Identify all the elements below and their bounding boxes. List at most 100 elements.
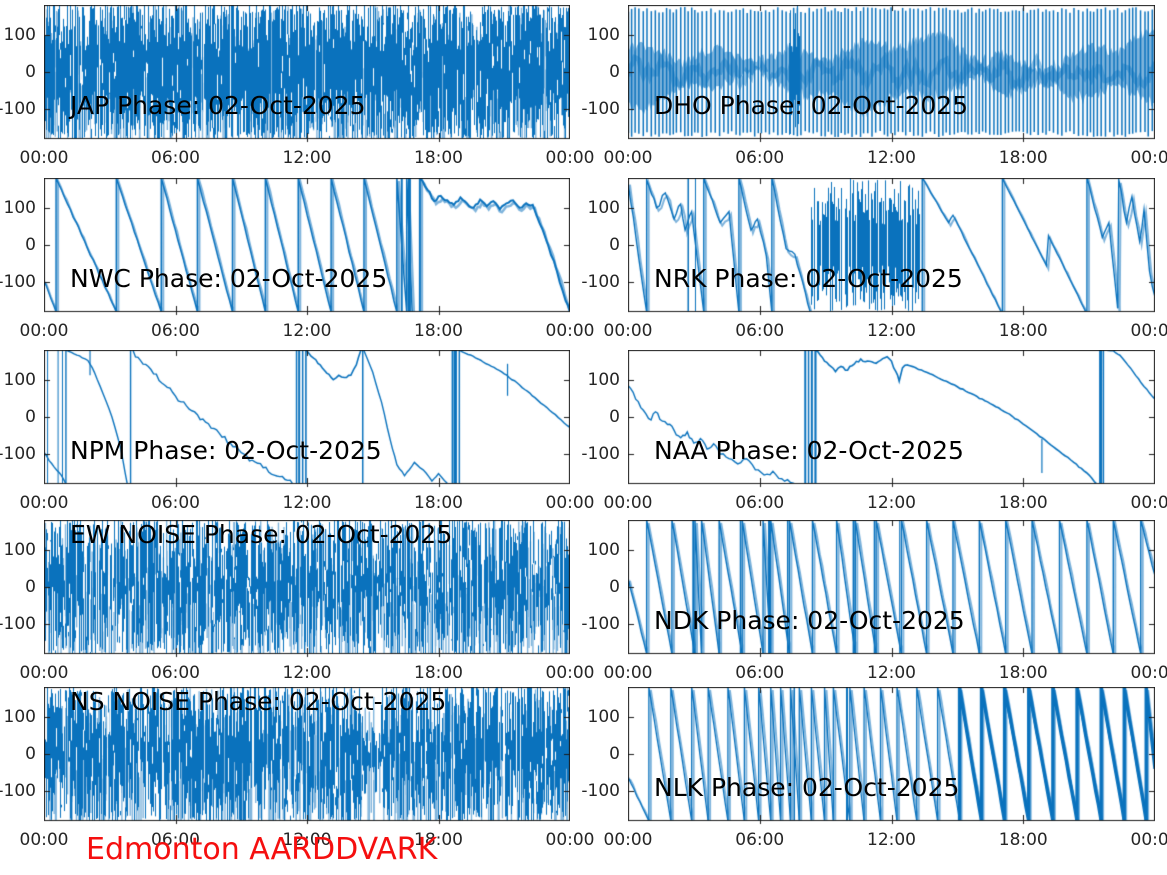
y-tick-label: 100 (587, 197, 620, 218)
x-tick-label: 12:00 (282, 830, 332, 850)
ew-noise-plot-title: EW NOISE Phase: 02-Oct-2025 (70, 520, 453, 549)
y-tick-label: 100 (587, 24, 620, 45)
y-tick-label: -100 (0, 272, 36, 293)
subplot-naa: NAA Phase: 02-Oct-2025 (628, 350, 1155, 488)
nlk-plot-canvas (628, 687, 1155, 825)
y-tick-label: 0 (609, 407, 620, 427)
x-tick-label: 00:00 (1130, 148, 1167, 168)
x-tick-label: 12:00 (282, 663, 332, 683)
y-tick-label: 100 (3, 24, 36, 45)
ns-noise-plot-canvas (44, 687, 570, 825)
naa-plot-canvas (628, 350, 1155, 488)
y-tick-label: 0 (25, 62, 36, 82)
x-tick-label: 18:00 (998, 321, 1048, 341)
ndk-plot-title: NDK Phase: 02-Oct-2025 (654, 606, 965, 635)
x-tick-label: 00:00 (1130, 830, 1167, 850)
x-tick-label: 18:00 (414, 321, 463, 341)
x-tick-label: 06:00 (735, 148, 785, 168)
ew-noise-plot-canvas (44, 520, 570, 658)
y-tick-label: 0 (25, 577, 36, 597)
subplot-dho: DHO Phase: 02-Oct-2025 (628, 5, 1155, 143)
x-tick-label: 18:00 (414, 148, 463, 168)
y-tick-label: -100 (581, 444, 620, 465)
x-tick-label: 00:00 (603, 321, 653, 341)
y-tick-label: -100 (0, 99, 36, 120)
x-tick-label: 06:00 (151, 148, 200, 168)
x-tick-label: 18:00 (998, 830, 1048, 850)
x-tick-label: 06:00 (735, 663, 785, 683)
y-tick-label: 100 (3, 706, 36, 727)
x-tick-label: 12:00 (867, 663, 916, 683)
dho-plot-canvas (628, 5, 1155, 143)
ns-noise-plot-title: NS NOISE Phase: 02-Oct-2025 (70, 687, 447, 716)
y-tick-label: 0 (609, 744, 620, 764)
x-tick-label: 00:00 (545, 830, 595, 850)
x-tick-label: 18:00 (414, 493, 463, 513)
x-tick-label: 00:00 (603, 148, 653, 168)
x-tick-label: 06:00 (151, 493, 200, 513)
x-tick-label: 00:00 (545, 663, 595, 683)
jap-plot-title: JAP Phase: 02-Oct-2025 (70, 91, 366, 120)
x-tick-label: 00:00 (19, 830, 69, 850)
dho-plot-title: DHO Phase: 02-Oct-2025 (654, 91, 969, 120)
x-tick-label: 06:00 (735, 493, 785, 513)
nrk-plot-canvas (628, 178, 1155, 316)
nlk-plot-title: NLK Phase: 02-Oct-2025 (654, 773, 960, 802)
x-tick-label: 00:00 (603, 663, 653, 683)
subplot-npm: NPM Phase: 02-Oct-2025 (44, 350, 570, 488)
x-tick-label: 12:00 (867, 321, 916, 341)
x-tick-label: 12:00 (282, 148, 332, 168)
y-tick-label: 0 (25, 235, 36, 255)
y-tick-label: -100 (0, 444, 36, 465)
x-tick-label: 06:00 (735, 830, 785, 850)
subplot-jap: JAP Phase: 02-Oct-2025 (44, 5, 570, 143)
nwc-plot-title: NWC Phase: 02-Oct-2025 (70, 264, 388, 293)
nrk-plot-title: NRK Phase: 02-Oct-2025 (654, 264, 963, 293)
x-tick-label: 00:00 (19, 148, 69, 168)
y-tick-label: -100 (581, 272, 620, 293)
y-tick-label: 100 (3, 197, 36, 218)
y-tick-label: 0 (609, 62, 620, 82)
subplot-ns-noise: NS NOISE Phase: 02-Oct-2025 (44, 687, 570, 825)
x-tick-label: 06:00 (151, 663, 200, 683)
x-tick-label: 06:00 (151, 321, 200, 341)
x-tick-label: 00:00 (603, 493, 653, 513)
y-tick-label: 0 (609, 577, 620, 597)
x-tick-label: 00:00 (1130, 321, 1167, 341)
subplot-ndk: NDK Phase: 02-Oct-2025 (628, 520, 1155, 658)
npm-plot-title: NPM Phase: 02-Oct-2025 (70, 436, 382, 465)
y-tick-label: -100 (0, 781, 36, 802)
x-tick-label: 12:00 (282, 321, 332, 341)
y-tick-label: 100 (3, 539, 36, 560)
y-tick-label: 100 (587, 369, 620, 390)
subplot-nwc: NWC Phase: 02-Oct-2025 (44, 178, 570, 316)
subplot-nlk: NLK Phase: 02-Oct-2025 (628, 687, 1155, 825)
y-tick-label: -100 (581, 614, 620, 635)
npm-plot-canvas (44, 350, 570, 488)
x-tick-label: 00:00 (545, 148, 595, 168)
y-tick-label: -100 (0, 614, 36, 635)
y-tick-label: 100 (587, 706, 620, 727)
x-tick-label: 00:00 (19, 663, 69, 683)
nwc-plot-canvas (44, 178, 570, 316)
x-tick-label: 06:00 (151, 830, 200, 850)
y-tick-label: -100 (581, 99, 620, 120)
x-tick-label: 18:00 (414, 830, 463, 850)
y-tick-label: 0 (25, 407, 36, 427)
x-tick-label: 12:00 (282, 493, 332, 513)
x-tick-label: 00:00 (545, 493, 595, 513)
jap-plot-canvas (44, 5, 570, 143)
x-tick-label: 00:00 (1130, 493, 1167, 513)
y-tick-label: 0 (25, 744, 36, 764)
x-tick-label: 00:00 (603, 830, 653, 850)
y-tick-label: -100 (581, 781, 620, 802)
x-tick-label: 12:00 (867, 830, 916, 850)
x-tick-label: 12:00 (867, 148, 916, 168)
x-tick-label: 00:00 (1130, 663, 1167, 683)
y-tick-label: 100 (587, 539, 620, 560)
x-tick-label: 00:00 (545, 321, 595, 341)
x-tick-label: 18:00 (998, 663, 1048, 683)
x-tick-label: 00:00 (19, 321, 69, 341)
x-tick-label: 00:00 (19, 493, 69, 513)
station-caption: Edmonton AARDDVARK (86, 832, 438, 867)
